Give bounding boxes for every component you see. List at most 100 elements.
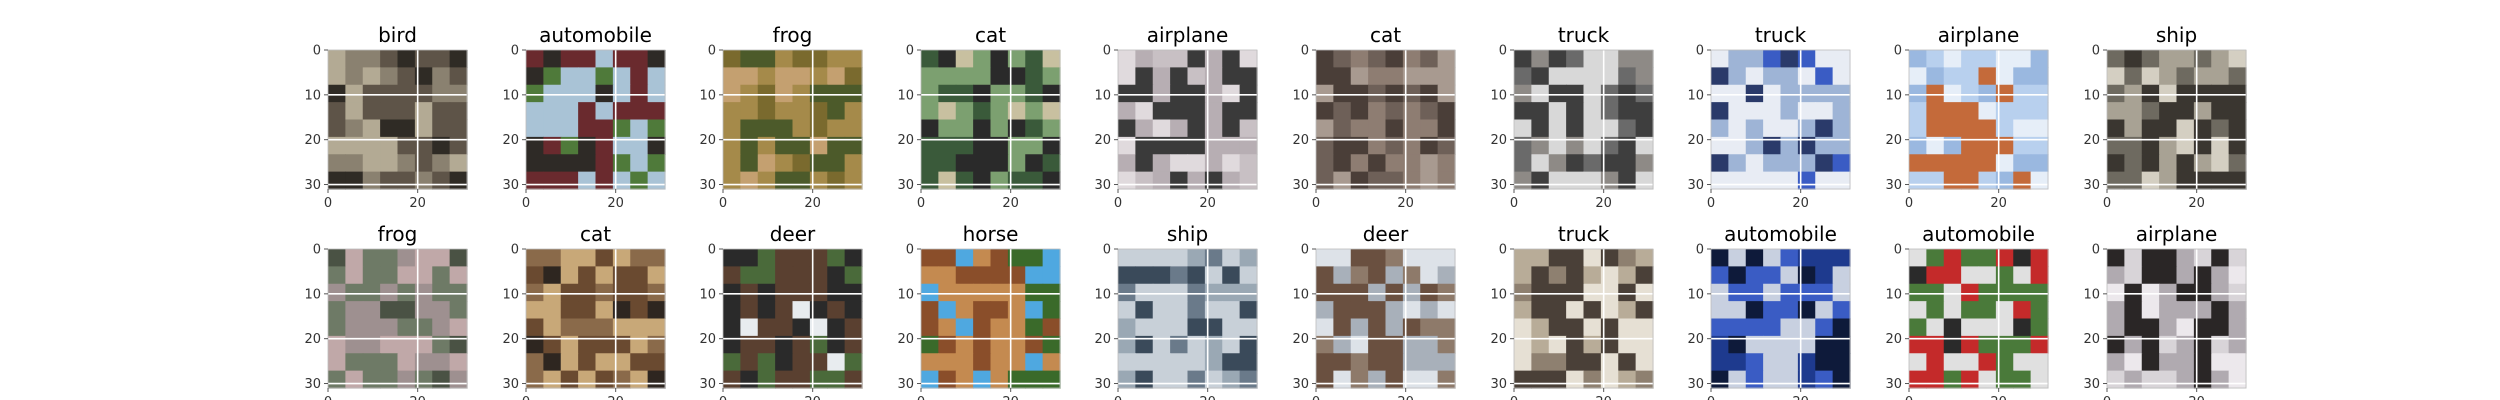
image-pixel-block (775, 50, 794, 68)
image-pixel-block (792, 301, 811, 320)
panel-title: ship (2156, 23, 2197, 47)
image-pixel-block (1316, 353, 1334, 372)
image-pixel-block (1316, 50, 1334, 68)
image-pixel-block (1402, 283, 1421, 302)
image-pixel-block (595, 84, 614, 103)
image-pixel-block (1728, 283, 1747, 302)
image-pixel-block (1943, 370, 1962, 389)
image-pixel-block (1514, 136, 1532, 155)
image-pixel-block (2176, 301, 2195, 320)
image-pixel-block (1514, 119, 1532, 138)
image-pixel-block (595, 370, 614, 389)
image-pixel-block (1135, 370, 1154, 389)
image-pixel-block (1135, 171, 1154, 190)
image-pixel-block (2211, 50, 2230, 68)
image-pixel-block (1548, 283, 1567, 302)
image-pixel-block (723, 335, 741, 354)
image-pixel-block (1135, 84, 1154, 103)
image-pixel-block (630, 154, 649, 173)
image-pixel-block (1961, 353, 1980, 372)
image-pixel-block (2107, 50, 2125, 68)
image-pixel-block (345, 301, 364, 320)
panel-title: cat (580, 222, 611, 246)
image-pixel-block (1926, 353, 1945, 372)
image-pixel-block (1943, 335, 1962, 354)
image-pixel-block (526, 335, 544, 354)
image-pixel-block (973, 353, 992, 372)
image-pixel-block (757, 154, 776, 173)
image-pixel-block (1618, 335, 1637, 354)
image-pixel-block (723, 50, 741, 68)
image-pixel-block (1333, 283, 1352, 302)
image-pixel-block (1170, 283, 1189, 302)
image-pixel-block (1763, 249, 1782, 267)
image-pixel-block (1350, 335, 1369, 354)
image-pixel-block (1152, 136, 1171, 155)
image-pixel-block (1350, 301, 1369, 320)
image-pixel-block (578, 136, 597, 155)
image-pixel-block (1204, 301, 1223, 320)
image-pixel-block (1118, 249, 1136, 267)
image-pixel-block (938, 301, 957, 320)
image-pixel-block (792, 84, 811, 103)
image-pixel-block (1385, 353, 1404, 372)
image-pixel-block (1909, 249, 1927, 267)
image-pixel-block (2107, 283, 2125, 302)
image-pixel-block (1961, 102, 1980, 121)
image-pixel-block (775, 171, 794, 190)
image-pixel-block (1978, 335, 1997, 354)
image-pixel-block (1514, 335, 1532, 354)
image-pixel-block (1007, 353, 1026, 372)
panel-image (921, 50, 1061, 190)
image-pixel-block (1728, 318, 1747, 337)
image-pixel-block (1042, 335, 1061, 354)
x-tick-label: 0 (324, 196, 332, 211)
image-pixel-block (1118, 84, 1136, 103)
image-pixel-block (723, 67, 741, 86)
image-pixel-block (1728, 171, 1747, 190)
image-pixel-block (827, 318, 846, 337)
image-pixel-block (792, 370, 811, 389)
image-pixel-block (1350, 171, 1369, 190)
image-pixel-block (1152, 353, 1171, 372)
image-pixel-block (1350, 136, 1369, 155)
image-pixel-block (1566, 370, 1585, 389)
image-pixel-block (1909, 50, 1927, 68)
image-pixel-block (362, 67, 381, 86)
image-pixel-block (1995, 136, 2014, 155)
image-pixel-block (432, 154, 451, 173)
image-pixel-block (362, 102, 381, 121)
panel-image (328, 50, 468, 190)
image-pixel-block (414, 301, 433, 320)
image-pixel-block (938, 335, 957, 354)
x-tick-label: 20 (1990, 196, 2007, 211)
image-pixel-block (955, 119, 974, 138)
image-pixel-block (1333, 249, 1352, 267)
image-pixel-block (1152, 119, 1171, 138)
image-pixel-block (827, 335, 846, 354)
image-pixel-block (1635, 84, 1654, 103)
image-pixel-block (1548, 353, 1567, 372)
y-tick-label: 0 (1301, 243, 1309, 258)
image-pixel-block (1514, 301, 1532, 320)
image-pixel-block (1978, 249, 1997, 267)
image-pixel-block (1152, 102, 1171, 121)
image-pixel-block (414, 67, 433, 86)
image-pixel-block (1316, 84, 1334, 103)
image-pixel-block (414, 249, 433, 267)
image-pixel-block (380, 353, 399, 372)
x-tick-label: 20 (1792, 395, 1809, 400)
y-tick-label: 30 (699, 377, 716, 392)
image-pixel-block (2124, 266, 2143, 285)
image-pixel-block (1187, 119, 1206, 138)
image-pixel-block (2013, 119, 2032, 138)
panel-title: cat (1370, 23, 1401, 47)
image-pixel-block (1350, 154, 1369, 173)
image-pixel-block (1926, 119, 1945, 138)
image-pixel-block (1635, 318, 1654, 337)
image-pixel-block (723, 249, 741, 267)
image-pixel-block (1135, 50, 1154, 68)
